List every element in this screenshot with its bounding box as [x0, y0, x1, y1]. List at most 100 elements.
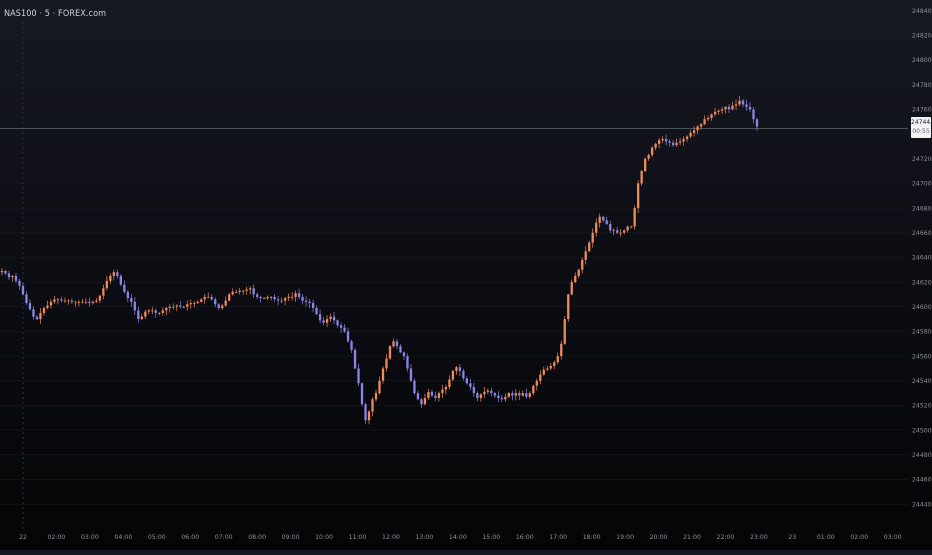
- candle-up: [437, 393, 441, 399]
- x-tick-label: 05:00: [148, 534, 166, 541]
- candle-up: [56, 299, 60, 301]
- candle-down: [493, 393, 496, 396]
- candle-up: [74, 301, 77, 303]
- candle-down: [315, 307, 318, 315]
- candle-down: [273, 296, 276, 300]
- y-tick-label: 24540,0: [912, 378, 932, 385]
- candle-up: [221, 305, 224, 308]
- x-tick-label: 02:00: [850, 534, 868, 541]
- candle-down: [395, 341, 399, 347]
- candle-down: [133, 301, 136, 311]
- candle-up: [504, 396, 507, 400]
- candle-down: [256, 294, 259, 297]
- candle-down: [748, 106, 752, 110]
- candle-up: [661, 138, 664, 141]
- candle-up: [325, 319, 329, 323]
- x-tick-label: 20:00: [650, 534, 668, 541]
- candle-up: [738, 100, 741, 105]
- x-tick-label: 19:00: [616, 534, 634, 541]
- candle-down: [304, 300, 308, 302]
- x-tick-label: 22: [19, 534, 27, 541]
- candle-up: [161, 310, 164, 313]
- candle-down: [214, 299, 217, 305]
- candle-up: [584, 251, 587, 260]
- candle-up: [238, 290, 241, 292]
- candle-up: [532, 385, 535, 394]
- candle-down: [518, 393, 521, 396]
- x-tick-label: 15:00: [482, 534, 500, 541]
- candle-down: [755, 119, 759, 127]
- candle-up: [595, 222, 598, 233]
- candle-down: [752, 109, 755, 120]
- candle-down: [137, 310, 140, 320]
- candle-up: [102, 288, 105, 296]
- candle-up: [643, 158, 647, 172]
- candle-down: [402, 352, 406, 357]
- candle-up: [172, 306, 175, 308]
- candle-down: [420, 399, 423, 405]
- candle-up: [378, 380, 381, 394]
- candle-up: [49, 301, 53, 306]
- candle-down: [406, 356, 409, 369]
- candle-up: [371, 399, 374, 412]
- x-tick-label: 10:00: [315, 534, 333, 541]
- candle-down: [430, 391, 434, 396]
- candle-up: [577, 269, 580, 276]
- symbol-title[interactable]: NAS100 · 5 · FOREX.com: [4, 9, 107, 19]
- candle-up: [11, 275, 14, 278]
- candle-down: [409, 368, 413, 381]
- y-tick-label: 24580,0: [912, 329, 932, 336]
- candle-up: [486, 390, 490, 392]
- candle-down: [311, 303, 315, 308]
- candle-down: [469, 383, 472, 387]
- candle-up: [242, 290, 245, 292]
- candle-up: [77, 301, 81, 303]
- candle-up: [151, 310, 154, 312]
- candle-up: [553, 362, 556, 366]
- candle-up: [640, 171, 643, 184]
- candle-down: [301, 296, 304, 301]
- current-price-label: 24744,4 00:55: [911, 117, 932, 138]
- candle-up: [560, 343, 563, 357]
- candle-down: [490, 390, 493, 394]
- candle-up: [675, 142, 678, 146]
- candle-up: [612, 230, 615, 232]
- candle-up: [514, 393, 517, 396]
- x-tick-label: 04:00: [114, 534, 132, 541]
- candle-up: [630, 226, 633, 228]
- x-tick-label: 13:00: [415, 534, 433, 541]
- candle-down: [332, 316, 336, 321]
- candle-up: [521, 393, 524, 396]
- candle-up: [591, 232, 594, 243]
- candle-up: [228, 294, 231, 301]
- candle-up: [619, 232, 622, 234]
- candle-down: [339, 325, 343, 328]
- candle-down: [353, 349, 357, 369]
- candle-up: [717, 110, 720, 112]
- time-axis[interactable]: 22 02:00 03:00 04:00 05:00 06:00 07:00 08:00 09:…: [19, 534, 902, 541]
- candle-down: [668, 141, 671, 143]
- candle-down: [605, 220, 608, 225]
- candle-down: [727, 106, 731, 110]
- candle-up: [734, 104, 738, 106]
- x-tick-label: 11:00: [349, 534, 367, 541]
- candle-up: [441, 389, 444, 394]
- x-tick-label: 07:00: [215, 534, 233, 541]
- candle-up: [63, 300, 67, 302]
- candle-up: [224, 300, 227, 306]
- y-tick-label: 24460,0: [912, 477, 932, 484]
- candle-up: [427, 391, 430, 399]
- candle-down: [472, 386, 476, 394]
- candle-up: [650, 147, 654, 156]
- candle-up: [367, 411, 371, 421]
- candle-up: [168, 306, 171, 308]
- candle-up: [189, 303, 192, 305]
- candle-up: [193, 303, 196, 304]
- candle-up: [706, 118, 710, 120]
- candle-up: [95, 300, 98, 302]
- candle-up: [374, 393, 378, 400]
- price-axis[interactable]: 24840,024820,024800,024780,024760,024740…: [912, 8, 932, 508]
- candle-up: [144, 311, 147, 317]
